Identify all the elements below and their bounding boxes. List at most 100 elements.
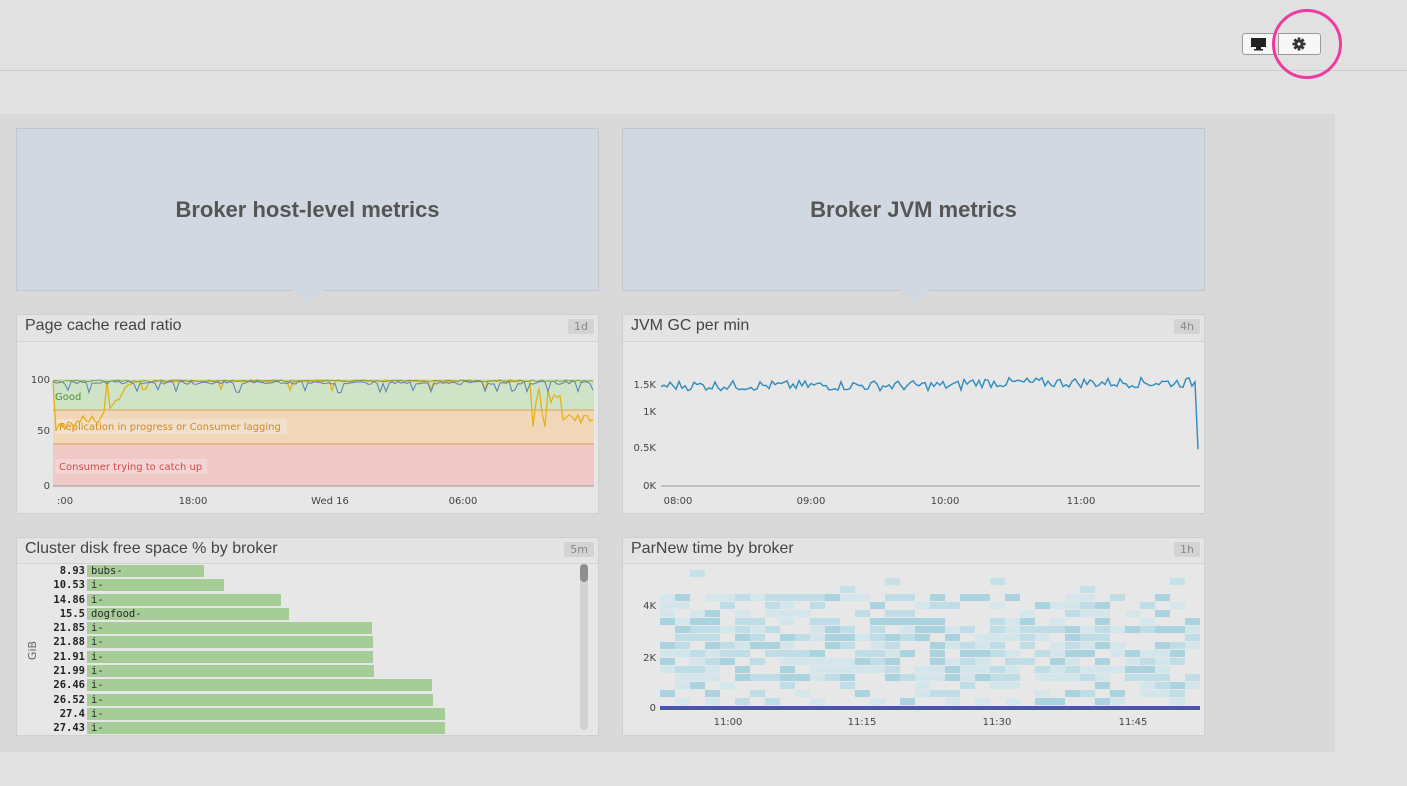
heatmap-cell [1080, 666, 1095, 673]
heatmap-cell [780, 594, 795, 601]
widget-title: ParNew time by broker [631, 540, 794, 557]
heatmap-cell [795, 690, 810, 697]
heatmap-cell [705, 674, 720, 681]
heatmap-cell [705, 666, 720, 673]
heatmap-cell [990, 618, 1005, 625]
heatmap-cell [825, 626, 840, 633]
heatmap-cell [990, 682, 1005, 689]
row-value: 21.99 [53, 665, 85, 678]
widget-disk-free[interactable]: Cluster disk free space % by broker 5m G… [16, 537, 599, 736]
heatmap-cell [735, 610, 750, 617]
heatmap-cell [720, 642, 735, 649]
heatmap-cell [1065, 594, 1080, 601]
heatmap-cell [1095, 626, 1110, 633]
heatmap-cell [1005, 658, 1020, 665]
heatmap-cell [735, 666, 750, 673]
heatmap-cell [1110, 650, 1125, 657]
heatmap-cell [750, 594, 765, 601]
parnew-heatmap: 4K 2K 0 11:00 11:15 11:30 11:45 [643, 570, 1200, 728]
tv-mode-button[interactable] [1242, 33, 1275, 55]
widget-jvm-gc[interactable]: JVM GC per min 4h 1.5K 1K 0.5K 0K 08:00 … [622, 314, 1205, 514]
heatmap-cell [1095, 602, 1110, 609]
heatmap-cell [780, 682, 795, 689]
heatmap-cell [915, 626, 930, 633]
heatmap-cell [795, 594, 810, 601]
heatmap-cell [780, 650, 795, 657]
heatmap-cell [780, 618, 795, 625]
heatmap-cell [1035, 602, 1050, 609]
heatmap-cell [1020, 658, 1035, 665]
heatmap-cell [1020, 618, 1035, 625]
heatmap-cell [945, 674, 960, 681]
heatmap-cell [810, 666, 825, 673]
heatmap-cell [1140, 626, 1155, 633]
scrollbar-thumb[interactable] [580, 564, 588, 582]
heatmap-cell [735, 650, 750, 657]
highlight-circle [1272, 9, 1342, 79]
heatmap-cell [1155, 610, 1170, 617]
monitor-icon [1251, 38, 1266, 51]
row-value: 26.52 [53, 693, 85, 706]
heatmap-cell [840, 674, 855, 681]
heatmap-cell [1155, 690, 1170, 697]
row-bar [87, 593, 281, 606]
heatmap-cell [945, 626, 960, 633]
heatmap-cell [1155, 642, 1170, 649]
page-cache-chart: 100 50 0 Good Replication in progress or… [31, 375, 594, 507]
heatmap-cell [855, 594, 870, 601]
heatmap-cell [795, 650, 810, 657]
heatmap-cell [675, 698, 690, 705]
scrollbar[interactable] [580, 564, 588, 730]
widget-page-cache[interactable]: Page cache read ratio 1d 100 50 0 Good R… [16, 314, 599, 514]
heatmap-cell [825, 594, 840, 601]
widget-title: Cluster disk free space % by broker [25, 540, 278, 557]
widget-title: JVM GC per min [631, 317, 750, 334]
row-value: 26.46 [53, 679, 85, 692]
row-bar [87, 636, 373, 649]
heatmap-cell [810, 594, 825, 601]
heatmap-cell [1170, 682, 1185, 689]
heatmap-cell [735, 674, 750, 681]
widget-parnew[interactable]: ParNew time by broker 1h 4K 2K 0 11:00 1… [622, 537, 1205, 736]
heatmap-cell [915, 674, 930, 681]
heatmap-cell [810, 674, 825, 681]
heatmap-cell [675, 666, 690, 673]
heatmap-cell [690, 626, 705, 633]
heatmap-cell [1065, 658, 1080, 665]
heatmap-cell [855, 610, 870, 617]
heatmap-cell [690, 618, 705, 625]
heatmap-cell [735, 618, 750, 625]
heatmap-cell [975, 594, 990, 601]
x-tick: 09:00 [797, 496, 826, 507]
heatmap-cell [1005, 626, 1020, 633]
heatmap-cell [675, 618, 690, 625]
heatmap-cell [1155, 682, 1170, 689]
heatmap-cell [840, 658, 855, 665]
y-tick: 0 [44, 481, 50, 492]
heatmap-cell [810, 618, 825, 625]
heatmap-cell [900, 674, 915, 681]
zone-good [53, 379, 594, 410]
heatmap-cell [1110, 594, 1125, 601]
row-value: 10.53 [53, 579, 85, 592]
heatmap-cell [885, 618, 900, 625]
heatmap-cell [1110, 626, 1125, 633]
heatmap-cell [990, 650, 1005, 657]
heatmap-cell [915, 602, 930, 609]
row-bar [87, 622, 372, 635]
heatmap-cell [780, 610, 795, 617]
heatmap-cell [1065, 674, 1080, 681]
heatmap-cell [960, 594, 975, 601]
heatmap-cell [675, 650, 690, 657]
heatmap-cell [1050, 650, 1065, 657]
heatmap-cell [1005, 594, 1020, 601]
timeframe-badge: 1d [568, 319, 594, 334]
heatmap-cell [705, 618, 720, 625]
heatmap-cell [945, 690, 960, 697]
heatmap-cell [705, 698, 720, 705]
heatmap-cell [690, 610, 705, 617]
heatmap-cell [975, 650, 990, 657]
heatmap-cell [825, 658, 840, 665]
heatmap-cell [960, 626, 975, 633]
heatmap-cell [720, 650, 735, 657]
